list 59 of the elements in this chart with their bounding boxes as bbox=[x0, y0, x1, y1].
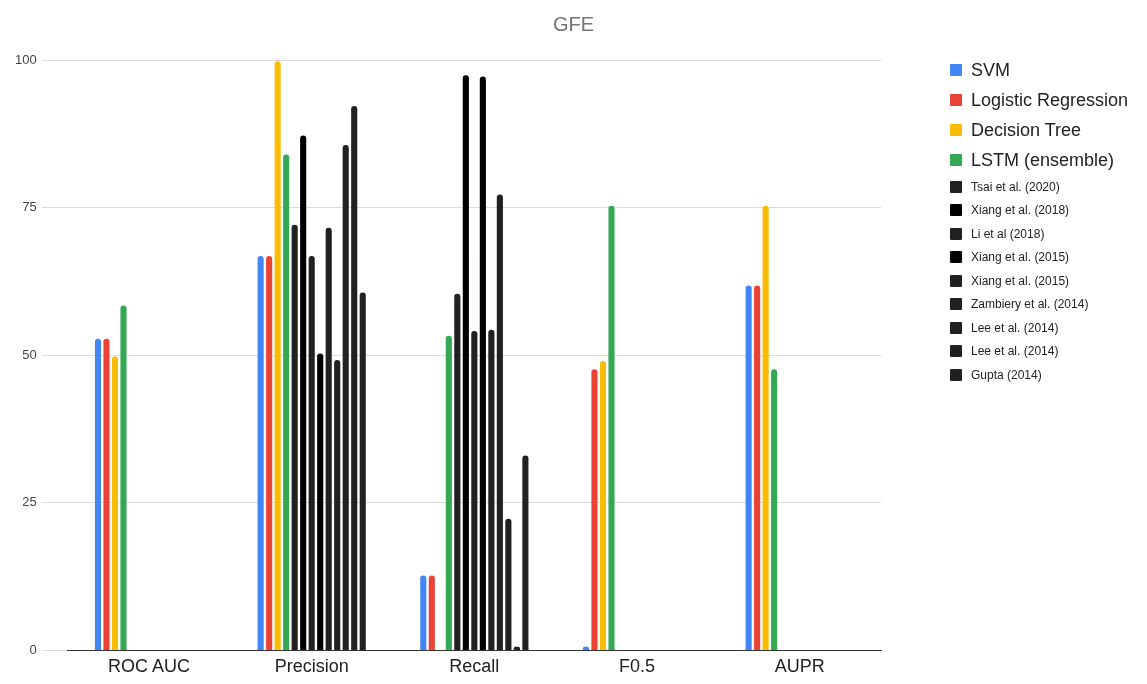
bar bbox=[120, 305, 127, 650]
legend-label: Lee et al. (2014) bbox=[971, 344, 1059, 359]
legend-label: Li et al (2018) bbox=[971, 226, 1045, 241]
bar bbox=[599, 361, 607, 650]
bar bbox=[283, 154, 290, 650]
bar bbox=[266, 256, 273, 650]
bar bbox=[754, 285, 761, 650]
bar bbox=[522, 455, 529, 650]
x-tick-label: AUPR bbox=[774, 656, 825, 677]
x-tick-label: ROC AUC bbox=[108, 656, 191, 677]
bar bbox=[471, 330, 478, 650]
bar bbox=[762, 205, 769, 650]
y-tick-label: 50 bbox=[22, 346, 37, 362]
bar bbox=[420, 575, 427, 650]
legend-label: Lee et al. (2014) bbox=[971, 320, 1059, 335]
bar bbox=[274, 61, 281, 650]
bar bbox=[591, 369, 598, 650]
bar bbox=[111, 356, 119, 650]
y-tick-label: 75 bbox=[22, 199, 37, 215]
bar bbox=[103, 338, 110, 650]
bar bbox=[325, 227, 332, 650]
bar bbox=[359, 292, 366, 650]
legend-label: Xiang et al. (2015) bbox=[971, 273, 1070, 288]
x-tick-label: Precision bbox=[274, 656, 349, 677]
bar bbox=[608, 205, 615, 650]
bar bbox=[351, 106, 358, 650]
legend-label: Logistic Regression bbox=[971, 89, 1129, 111]
legend-label: Gupta (2014) bbox=[971, 367, 1042, 382]
bar bbox=[771, 369, 778, 650]
bar bbox=[496, 194, 503, 650]
bar bbox=[505, 518, 512, 650]
bar bbox=[300, 135, 307, 650]
bar bbox=[479, 76, 486, 650]
x-tick-label: Recall bbox=[449, 656, 500, 677]
bar bbox=[745, 285, 752, 650]
bar bbox=[317, 353, 324, 650]
legend-label: Tsai et al. (2020) bbox=[971, 179, 1060, 194]
bar bbox=[445, 335, 452, 650]
bar bbox=[257, 256, 264, 650]
bar bbox=[488, 329, 495, 650]
legend-label: Xiang et al. (2018) bbox=[971, 203, 1070, 218]
bar bbox=[462, 75, 469, 650]
y-tick-label: 25 bbox=[22, 494, 37, 510]
bar bbox=[334, 359, 341, 650]
chart-title: GFE bbox=[551, 12, 596, 37]
bar bbox=[291, 224, 298, 650]
bar bbox=[428, 575, 435, 650]
legend-label: SVM bbox=[971, 59, 1011, 81]
y-tick-label: 0 bbox=[29, 641, 37, 657]
bar bbox=[308, 256, 315, 650]
bar bbox=[94, 338, 102, 650]
legend-label: Xiang et al. (2015) bbox=[971, 250, 1070, 265]
legend-label: Decision Tree bbox=[971, 119, 1082, 141]
x-tick-label: F0.5 bbox=[618, 656, 656, 677]
legend-label: LSTM (ensemble) bbox=[971, 149, 1115, 171]
bar bbox=[454, 293, 461, 650]
legend-label: Zambiery et al. (2014) bbox=[971, 297, 1089, 312]
y-tick-label: 100 bbox=[14, 51, 37, 67]
bar bbox=[342, 145, 349, 650]
